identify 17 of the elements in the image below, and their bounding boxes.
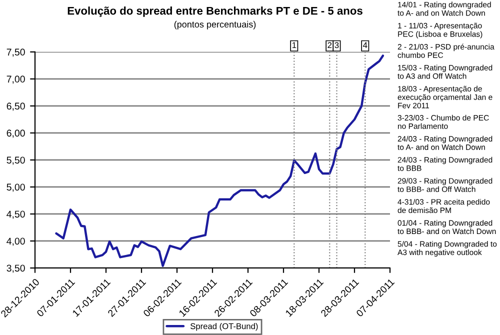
ref-line-label: 2 [328, 42, 332, 48]
ref-line-label: 3 [334, 42, 339, 48]
y-tick-label: 7,50 [6, 48, 25, 57]
y-tick-label: 5,50 [6, 156, 25, 165]
y-tick-label: 4,00 [6, 238, 25, 246]
chart-title: Evolução do spread entre Benchmarks PT e DE - 5 anos [68, 6, 362, 17]
y-tick-label: 6,50 [6, 102, 25, 111]
ref-line-label: 1 [292, 42, 296, 48]
y-tick-label: 5,00 [6, 184, 25, 192]
y-tick-label: 3,50 [6, 264, 25, 273]
y-tick-label: 7,00 [6, 76, 25, 84]
ref-line-label: 4 [363, 42, 368, 48]
y-tick-label: 4,50 [6, 210, 25, 219]
legend-label: Spread (OT-Bund) [190, 323, 258, 331]
line-series [55, 54, 384, 267]
chart-subtitle: (pontos percentuais) [174, 20, 256, 30]
y-tick-label: 6,00 [6, 130, 25, 138]
